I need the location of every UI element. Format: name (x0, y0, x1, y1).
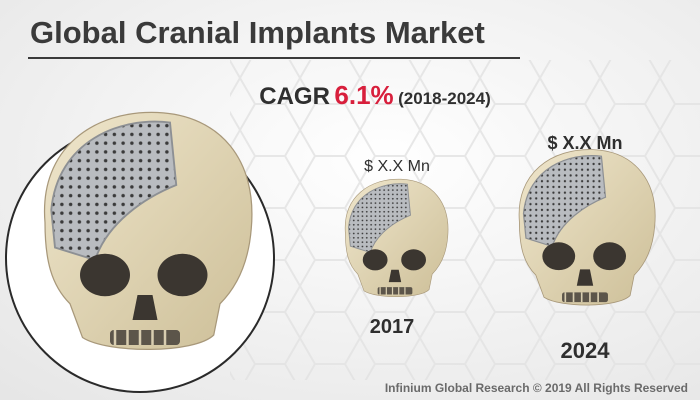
cagr-value: 6.1% (334, 80, 393, 110)
year-label: 2024 (561, 338, 611, 363)
title: Global Cranial Implants Market (30, 15, 485, 50)
cagr-label: CAGR (259, 83, 330, 110)
value-label: $ X.X Mn (364, 158, 430, 175)
footer: Infinium Global Research © 2019 All Righ… (385, 381, 688, 395)
year-label: 2017 (370, 316, 415, 338)
value-label: $ X.X Mn (547, 133, 622, 153)
cagr-line: CAGR 6.1% (2018-2024) (259, 80, 490, 110)
cagr-period: (2018-2024) (398, 89, 491, 108)
